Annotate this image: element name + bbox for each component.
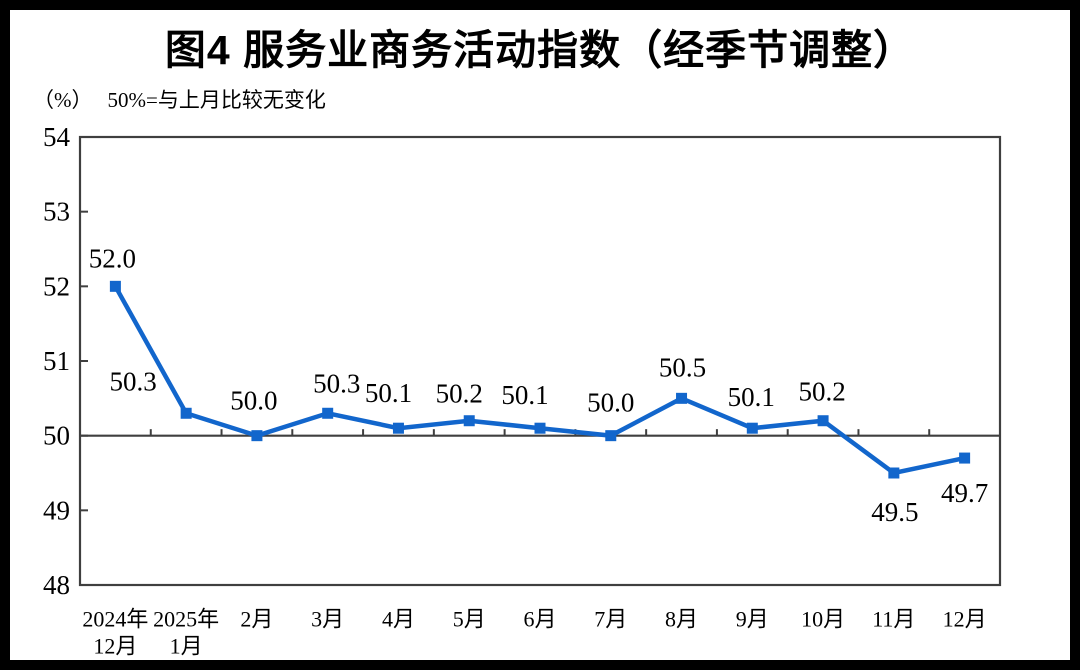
x-axis-label: 1月	[170, 634, 203, 659]
data-point-marker	[746, 422, 758, 434]
x-axis-label: 11月	[872, 607, 915, 632]
y-axis-label: 51	[43, 346, 70, 376]
data-label: 50.3	[313, 368, 360, 398]
data-label: 49.5	[871, 497, 918, 527]
data-labels: 52.050.350.050.3 50.1 50.2 50.1 50.050.550.1…	[89, 243, 988, 527]
chart-title: 图4 服务业商务活动指数（经季节调整）	[164, 27, 916, 73]
data-point-marker	[605, 430, 617, 442]
x-axis-label: 7月	[594, 607, 627, 632]
data-point-marker	[676, 392, 688, 404]
data-label: 50.0	[587, 388, 634, 418]
plot-border	[78, 135, 1002, 587]
y-axis-label: 54	[43, 122, 71, 152]
x-axis-ticks	[149, 429, 931, 436]
x-axis-label: 12月	[93, 634, 137, 659]
unit-label: （%）	[33, 88, 93, 112]
data-label: 50.1	[365, 378, 412, 408]
data-label: 50.0	[230, 386, 277, 416]
data-label: 50.2	[436, 379, 483, 409]
data-label: 50.1	[501, 380, 548, 410]
x-axis-label: 2月	[240, 607, 273, 632]
axis-note: （%） 50%=与上月比较无变化	[33, 84, 326, 114]
x-axis-label: 2024年	[82, 607, 148, 632]
x-axis-label: 5月	[453, 607, 486, 632]
data-label: 50.3	[110, 366, 157, 396]
x-axis-label: 3月	[311, 607, 344, 632]
data-label: 52.0	[89, 243, 136, 273]
data-label: 49.7	[941, 478, 988, 508]
x-axis-label: 9月	[736, 607, 769, 632]
x-axis-label: 8月	[665, 607, 698, 632]
x-axis-label: 10月	[801, 607, 845, 632]
y-axis: 48 49 50 51 52 53 54	[43, 122, 88, 600]
data-point-marker	[392, 422, 404, 434]
y-axis-label: 52	[43, 271, 70, 301]
y-axis-label: 48	[43, 570, 70, 600]
x-axis-label: 6月	[523, 607, 556, 632]
x-axis-label: 4月	[382, 607, 415, 632]
data-point-marker	[959, 452, 971, 464]
data-point-marker	[534, 422, 546, 434]
data-label: 50.1	[728, 382, 775, 412]
data-point-marker	[322, 407, 334, 419]
data-point-marker	[817, 415, 829, 427]
x-axis-label: 12月	[943, 607, 987, 632]
y-axis-label: 49	[43, 495, 70, 525]
data-label: 50.5	[659, 352, 706, 382]
y-axis-label: 50	[43, 421, 70, 451]
series-markers	[109, 280, 971, 479]
data-point-marker	[109, 280, 121, 292]
data-point-marker	[463, 415, 475, 427]
y-axis-label: 53	[43, 197, 70, 227]
data-point-marker	[251, 430, 263, 442]
baseline-note: 50%=与上月比较无变化	[107, 88, 326, 112]
data-point-marker	[888, 467, 900, 479]
data-point-marker	[180, 407, 192, 419]
data-label: 50.2	[798, 377, 845, 407]
x-axis-label: 2025年	[153, 607, 219, 632]
